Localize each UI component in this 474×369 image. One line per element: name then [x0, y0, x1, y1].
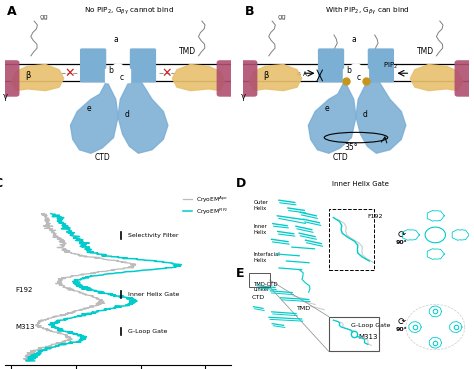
Text: No PIP$_2$, G$_{\beta\gamma}$ cannot bind: No PIP$_2$, G$_{\beta\gamma}$ cannot bin… — [84, 6, 174, 17]
FancyBboxPatch shape — [235, 60, 257, 97]
Text: b: b — [346, 66, 351, 75]
Text: TMD: TMD — [417, 47, 434, 56]
FancyBboxPatch shape — [455, 60, 474, 97]
Text: d: d — [363, 110, 368, 119]
Polygon shape — [249, 65, 301, 91]
FancyBboxPatch shape — [105, 68, 131, 83]
Text: Selectivity Filter: Selectivity Filter — [128, 233, 178, 238]
Polygon shape — [11, 65, 64, 91]
Text: TMD-CTD
Linker: TMD-CTD Linker — [254, 282, 279, 293]
Text: CTD: CTD — [332, 153, 348, 162]
Text: gg: gg — [278, 14, 287, 20]
Text: Interfacial
Helix: Interfacial Helix — [254, 252, 281, 263]
Text: M313: M313 — [358, 334, 378, 340]
Text: Outer
Helix: Outer Helix — [254, 200, 269, 211]
Ellipse shape — [112, 63, 124, 73]
Text: c: c — [357, 73, 361, 82]
Polygon shape — [71, 81, 118, 153]
Text: ⟳: ⟳ — [397, 317, 405, 327]
Text: γ: γ — [2, 92, 8, 101]
Text: ✕: ✕ — [162, 67, 172, 80]
FancyBboxPatch shape — [80, 48, 106, 82]
Text: β: β — [25, 72, 30, 80]
Text: CTD: CTD — [94, 153, 110, 162]
Text: TMD: TMD — [297, 306, 311, 311]
Polygon shape — [356, 81, 406, 153]
Text: With PIP$_2$, G$_{\beta\gamma}$ can bind: With PIP$_2$, G$_{\beta\gamma}$ can bind — [325, 6, 410, 17]
Ellipse shape — [350, 63, 362, 73]
Text: 90°: 90° — [395, 327, 407, 331]
Text: Inner Helix Gate: Inner Helix Gate — [128, 292, 179, 297]
FancyBboxPatch shape — [217, 60, 239, 97]
Polygon shape — [309, 81, 356, 153]
Text: c: c — [119, 73, 123, 82]
Text: d: d — [125, 110, 130, 119]
Text: PIP$_2$: PIP$_2$ — [383, 61, 398, 71]
Legend: CryoEM$^{Apo}$, CryoEM$^{PIP_2}$: CryoEM$^{Apo}$, CryoEM$^{PIP_2}$ — [183, 194, 228, 217]
Text: TMD: TMD — [179, 47, 196, 56]
Text: B: B — [245, 6, 255, 18]
FancyBboxPatch shape — [0, 60, 19, 97]
Text: e: e — [86, 104, 91, 114]
Text: A: A — [7, 6, 17, 18]
Text: 90°: 90° — [395, 239, 407, 245]
Polygon shape — [118, 81, 168, 153]
Text: 6 Å: 6 Å — [297, 72, 307, 77]
FancyBboxPatch shape — [343, 68, 369, 83]
Text: a: a — [351, 35, 356, 44]
Text: E: E — [236, 267, 245, 280]
Text: e: e — [324, 104, 329, 114]
FancyBboxPatch shape — [368, 48, 394, 82]
FancyBboxPatch shape — [318, 48, 344, 82]
Text: G-Loop Gate: G-Loop Gate — [128, 329, 167, 334]
Text: β: β — [263, 72, 268, 80]
Text: gg: gg — [40, 14, 49, 20]
Text: CTD: CTD — [252, 295, 265, 300]
Text: Inner
Helix: Inner Helix — [254, 224, 268, 235]
Text: M313: M313 — [15, 324, 35, 330]
FancyBboxPatch shape — [130, 48, 156, 82]
Polygon shape — [173, 65, 225, 91]
Text: 35°: 35° — [345, 143, 358, 152]
Text: Inner Helix Gate: Inner Helix Gate — [332, 181, 389, 187]
Text: C: C — [0, 177, 2, 190]
Text: F192: F192 — [367, 214, 383, 218]
Text: a: a — [113, 35, 118, 44]
Text: γ: γ — [240, 92, 246, 101]
Text: ✕: ✕ — [64, 67, 74, 80]
Polygon shape — [410, 65, 463, 91]
Text: D: D — [236, 177, 246, 190]
Text: F192: F192 — [15, 287, 33, 293]
Text: ⟳: ⟳ — [397, 230, 405, 240]
Text: G-Loop Gate: G-Loop Gate — [351, 323, 391, 328]
Text: b: b — [108, 66, 113, 75]
